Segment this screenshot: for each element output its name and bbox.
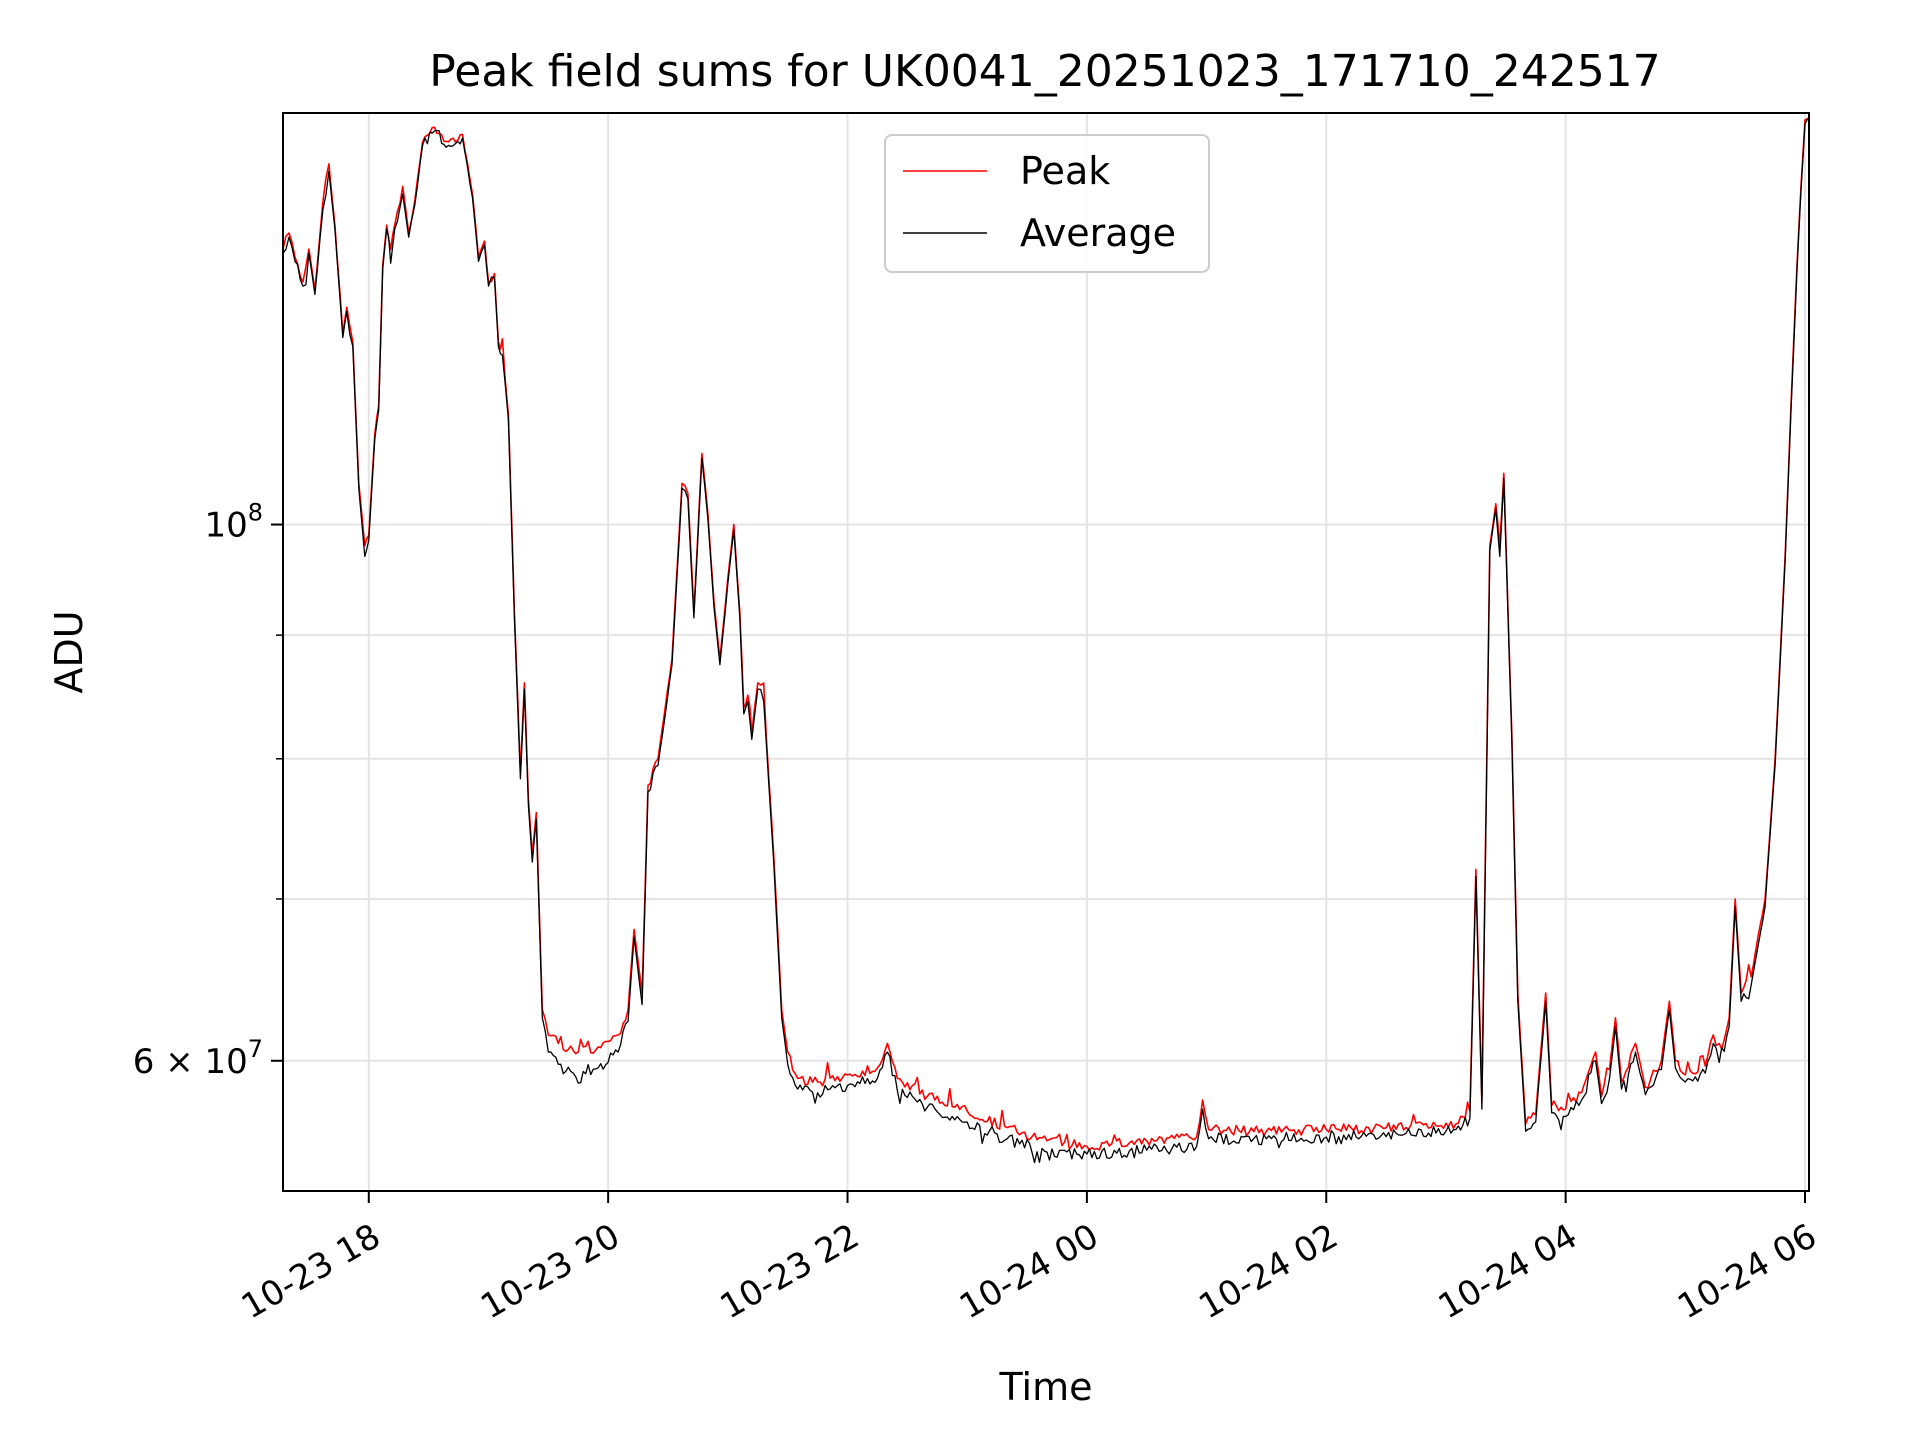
- series-line-peak: [283, 117, 1809, 1151]
- legend: Peak Average: [884, 134, 1210, 273]
- x-axis-label: Time: [999, 1365, 1093, 1409]
- y-axis: 6 × 107 108: [133, 499, 283, 1082]
- series-line-average: [283, 118, 1809, 1164]
- grid: [283, 113, 1809, 1191]
- chart-title: Peak field sums for UK0041_20251023_1717…: [429, 46, 1660, 97]
- y-tick-label-0: 6 × 107: [133, 1035, 263, 1082]
- legend-label-peak: Peak: [1020, 149, 1110, 193]
- plot-frame: [282, 112, 1810, 1192]
- y-axis-label: ADU: [47, 610, 91, 693]
- legend-label-average: Average: [1020, 211, 1176, 255]
- series-layer: [283, 117, 1809, 1164]
- legend-box: [884, 134, 1210, 273]
- y-tick-label-1: 108: [204, 499, 263, 546]
